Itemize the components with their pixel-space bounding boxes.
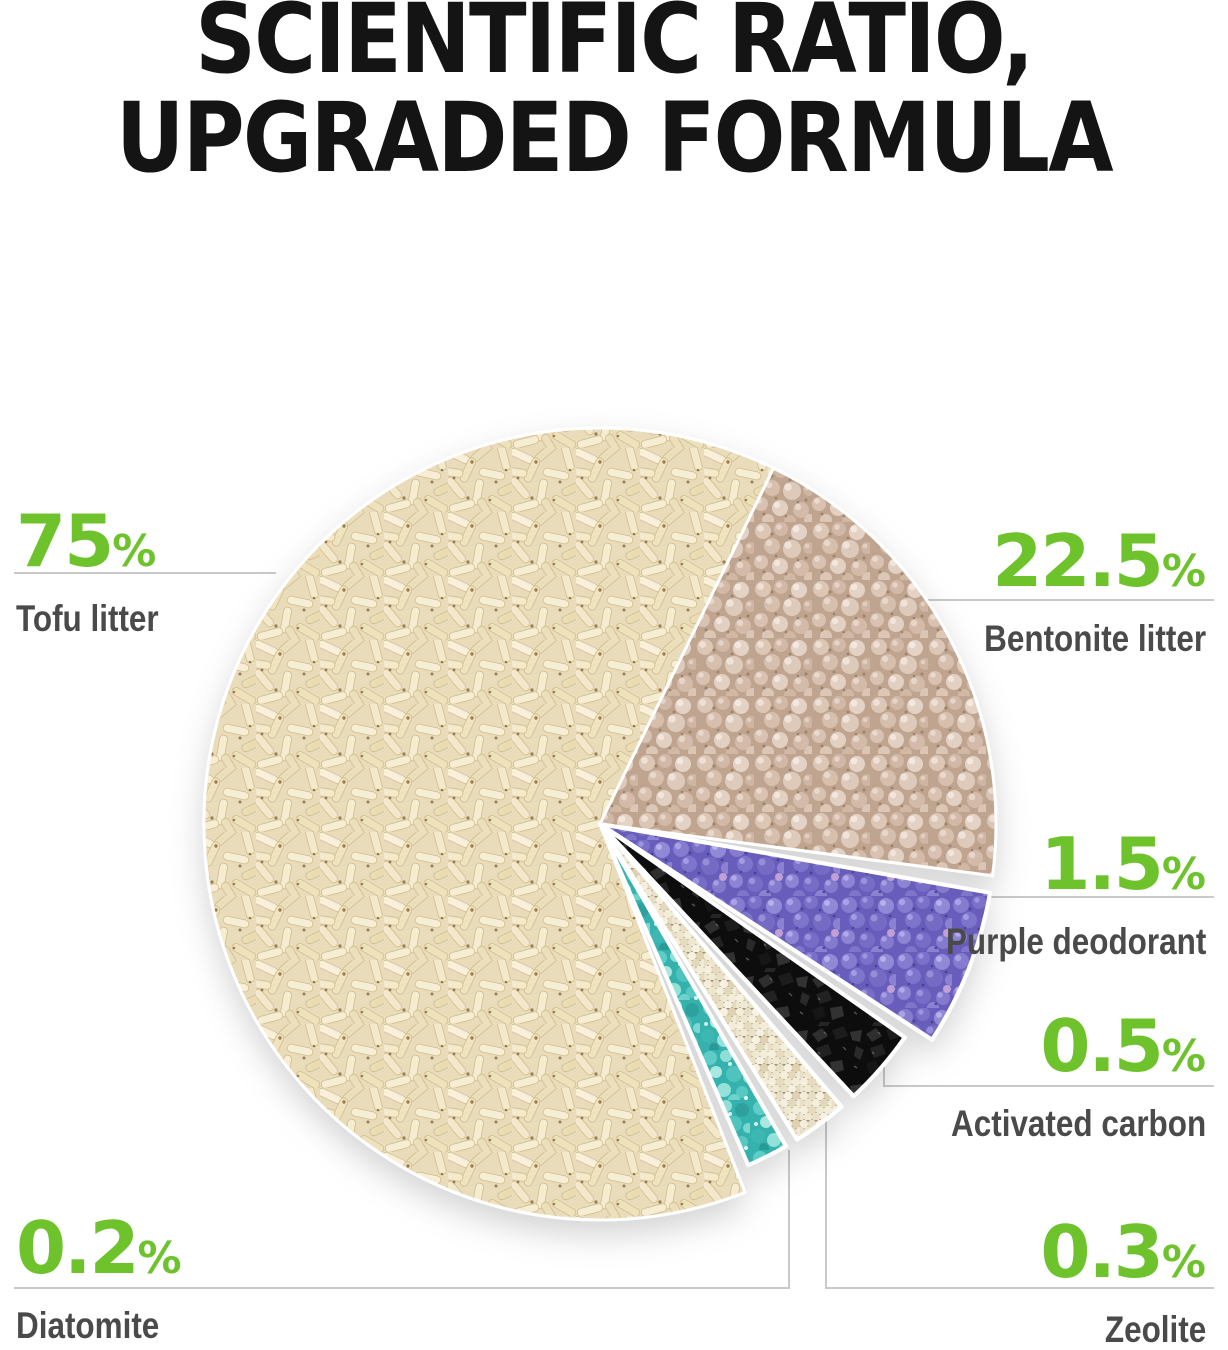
callout-carbon-label: Activated carbon: [950, 1103, 1206, 1144]
pie-slice-purple: [598, 822, 992, 1042]
pie-slice-diatomite: [598, 822, 788, 1168]
callout-purple-label: Purple deodorant: [945, 921, 1206, 962]
pie-slice-zeolite: [598, 822, 844, 1142]
callout-tofu-value: 75%: [16, 499, 157, 583]
page-title-line1: SCIENTIFIC RATIO,: [195, 0, 1034, 95]
pie-slices: [202, 426, 998, 1222]
pie-slice-tofu: [202, 426, 782, 1222]
pie-slice-carbon: [598, 822, 907, 1099]
callout-purple: 1.5% Purple deodorant: [900, 828, 1206, 961]
callout-bentonite-value: 22.5%: [992, 519, 1206, 603]
callout-bentonite: 22.5% Bentonite litter: [945, 525, 1206, 658]
pie-slice-bentonite: [598, 466, 998, 878]
callout-line-carbon: [883, 1062, 1214, 1087]
callout-zeolite-value: 0.3%: [1040, 1210, 1206, 1294]
callout-diatomite-label: Diatomite: [16, 1305, 160, 1346]
callout-zeolite: 0.3% Zeolite: [1040, 1216, 1206, 1349]
callout-diatomite: 0.2% Diatomite: [16, 1212, 185, 1345]
page-title: SCIENTIFIC RATIO, UPGRADED FORMULA: [0, 0, 1228, 188]
callout-line-zeolite: [825, 1120, 1214, 1289]
callout-tofu: 75% Tofu litter: [16, 505, 184, 638]
callout-diatomite-value: 0.2%: [16, 1206, 182, 1290]
callout-carbon: 0.5% Activated carbon: [906, 1010, 1206, 1143]
callout-carbon-value: 0.5%: [1040, 1004, 1206, 1088]
callout-tofu-label: Tofu litter: [16, 598, 159, 639]
callout-bentonite-label: Bentonite litter: [984, 618, 1206, 659]
page-title-line2: UPGRADED FORMULA: [116, 82, 1114, 194]
callout-lines: [14, 572, 1214, 1289]
callout-zeolite-label: Zeolite: [1104, 1309, 1206, 1350]
callout-purple-value: 1.5%: [1040, 822, 1206, 906]
callout-line-diatomite: [14, 1150, 790, 1289]
